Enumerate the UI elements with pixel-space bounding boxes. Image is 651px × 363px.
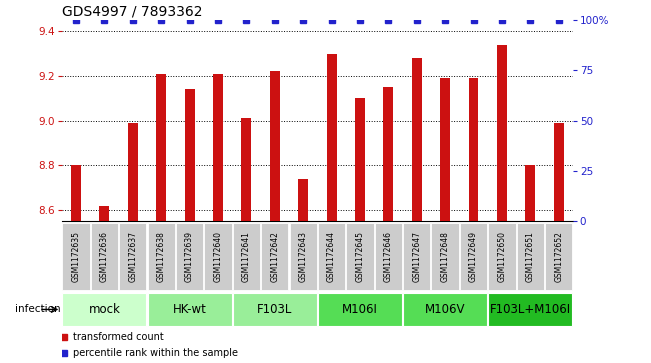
Bar (233, 223, 260, 290)
Bar (403, 223, 430, 290)
Bar (440, 78, 450, 221)
Text: GSM1172648: GSM1172648 (441, 231, 450, 282)
Bar (100, 206, 109, 221)
Text: GSM1172651: GSM1172651 (526, 231, 534, 282)
Bar (488, 223, 516, 290)
Text: GSM1172641: GSM1172641 (242, 231, 251, 282)
Text: GSM1172646: GSM1172646 (384, 231, 393, 282)
Bar (242, 118, 251, 221)
Bar (261, 223, 288, 290)
Bar (488, 293, 572, 326)
Bar (176, 223, 203, 290)
Text: HK-wt: HK-wt (173, 303, 206, 316)
Bar (90, 223, 118, 290)
Bar (290, 223, 317, 290)
Bar (148, 223, 175, 290)
Bar (517, 223, 544, 290)
Text: GSM1172650: GSM1172650 (497, 231, 506, 282)
Bar (460, 223, 487, 290)
Bar (497, 45, 507, 221)
Bar (383, 87, 393, 221)
Bar (403, 293, 487, 326)
Bar (148, 293, 232, 326)
Bar (412, 58, 422, 221)
Bar (318, 223, 345, 290)
Text: GSM1172649: GSM1172649 (469, 231, 478, 282)
Bar (62, 223, 90, 290)
Text: GSM1172644: GSM1172644 (327, 231, 336, 282)
Bar (119, 223, 146, 290)
Text: M106V: M106V (425, 303, 465, 316)
Text: GSM1172636: GSM1172636 (100, 231, 109, 282)
Text: GSM1172642: GSM1172642 (270, 231, 279, 282)
Bar (62, 293, 146, 326)
Bar (204, 223, 232, 290)
Bar (346, 223, 374, 290)
Text: GSM1172643: GSM1172643 (299, 231, 308, 282)
Text: GSM1172640: GSM1172640 (214, 231, 223, 282)
Text: GSM1172638: GSM1172638 (157, 231, 166, 282)
Text: M106I: M106I (342, 303, 378, 316)
Text: F103L+M106I: F103L+M106I (490, 303, 571, 316)
Text: GSM1172645: GSM1172645 (355, 231, 365, 282)
Bar (156, 74, 166, 221)
Bar (298, 179, 308, 221)
Bar (270, 72, 280, 221)
Text: F103L: F103L (257, 303, 292, 316)
Text: infection: infection (15, 305, 61, 314)
Bar (71, 166, 81, 221)
Text: mock: mock (89, 303, 120, 316)
Bar (185, 89, 195, 221)
Text: transformed count: transformed count (73, 332, 164, 342)
Text: GSM1172639: GSM1172639 (185, 231, 194, 282)
Text: GSM1172647: GSM1172647 (412, 231, 421, 282)
Bar (355, 98, 365, 221)
Bar (233, 293, 317, 326)
Bar (525, 166, 535, 221)
Bar (128, 123, 138, 221)
Text: GSM1172637: GSM1172637 (128, 231, 137, 282)
Bar (327, 53, 337, 221)
Text: percentile rank within the sample: percentile rank within the sample (73, 348, 238, 358)
Bar (375, 223, 402, 290)
Text: GSM1172652: GSM1172652 (554, 231, 563, 282)
Bar (318, 293, 402, 326)
Text: GDS4997 / 7893362: GDS4997 / 7893362 (62, 5, 202, 19)
Bar (545, 223, 572, 290)
Bar (469, 78, 478, 221)
Bar (554, 123, 564, 221)
Bar (432, 223, 459, 290)
Text: GSM1172635: GSM1172635 (72, 231, 81, 282)
Bar (213, 74, 223, 221)
